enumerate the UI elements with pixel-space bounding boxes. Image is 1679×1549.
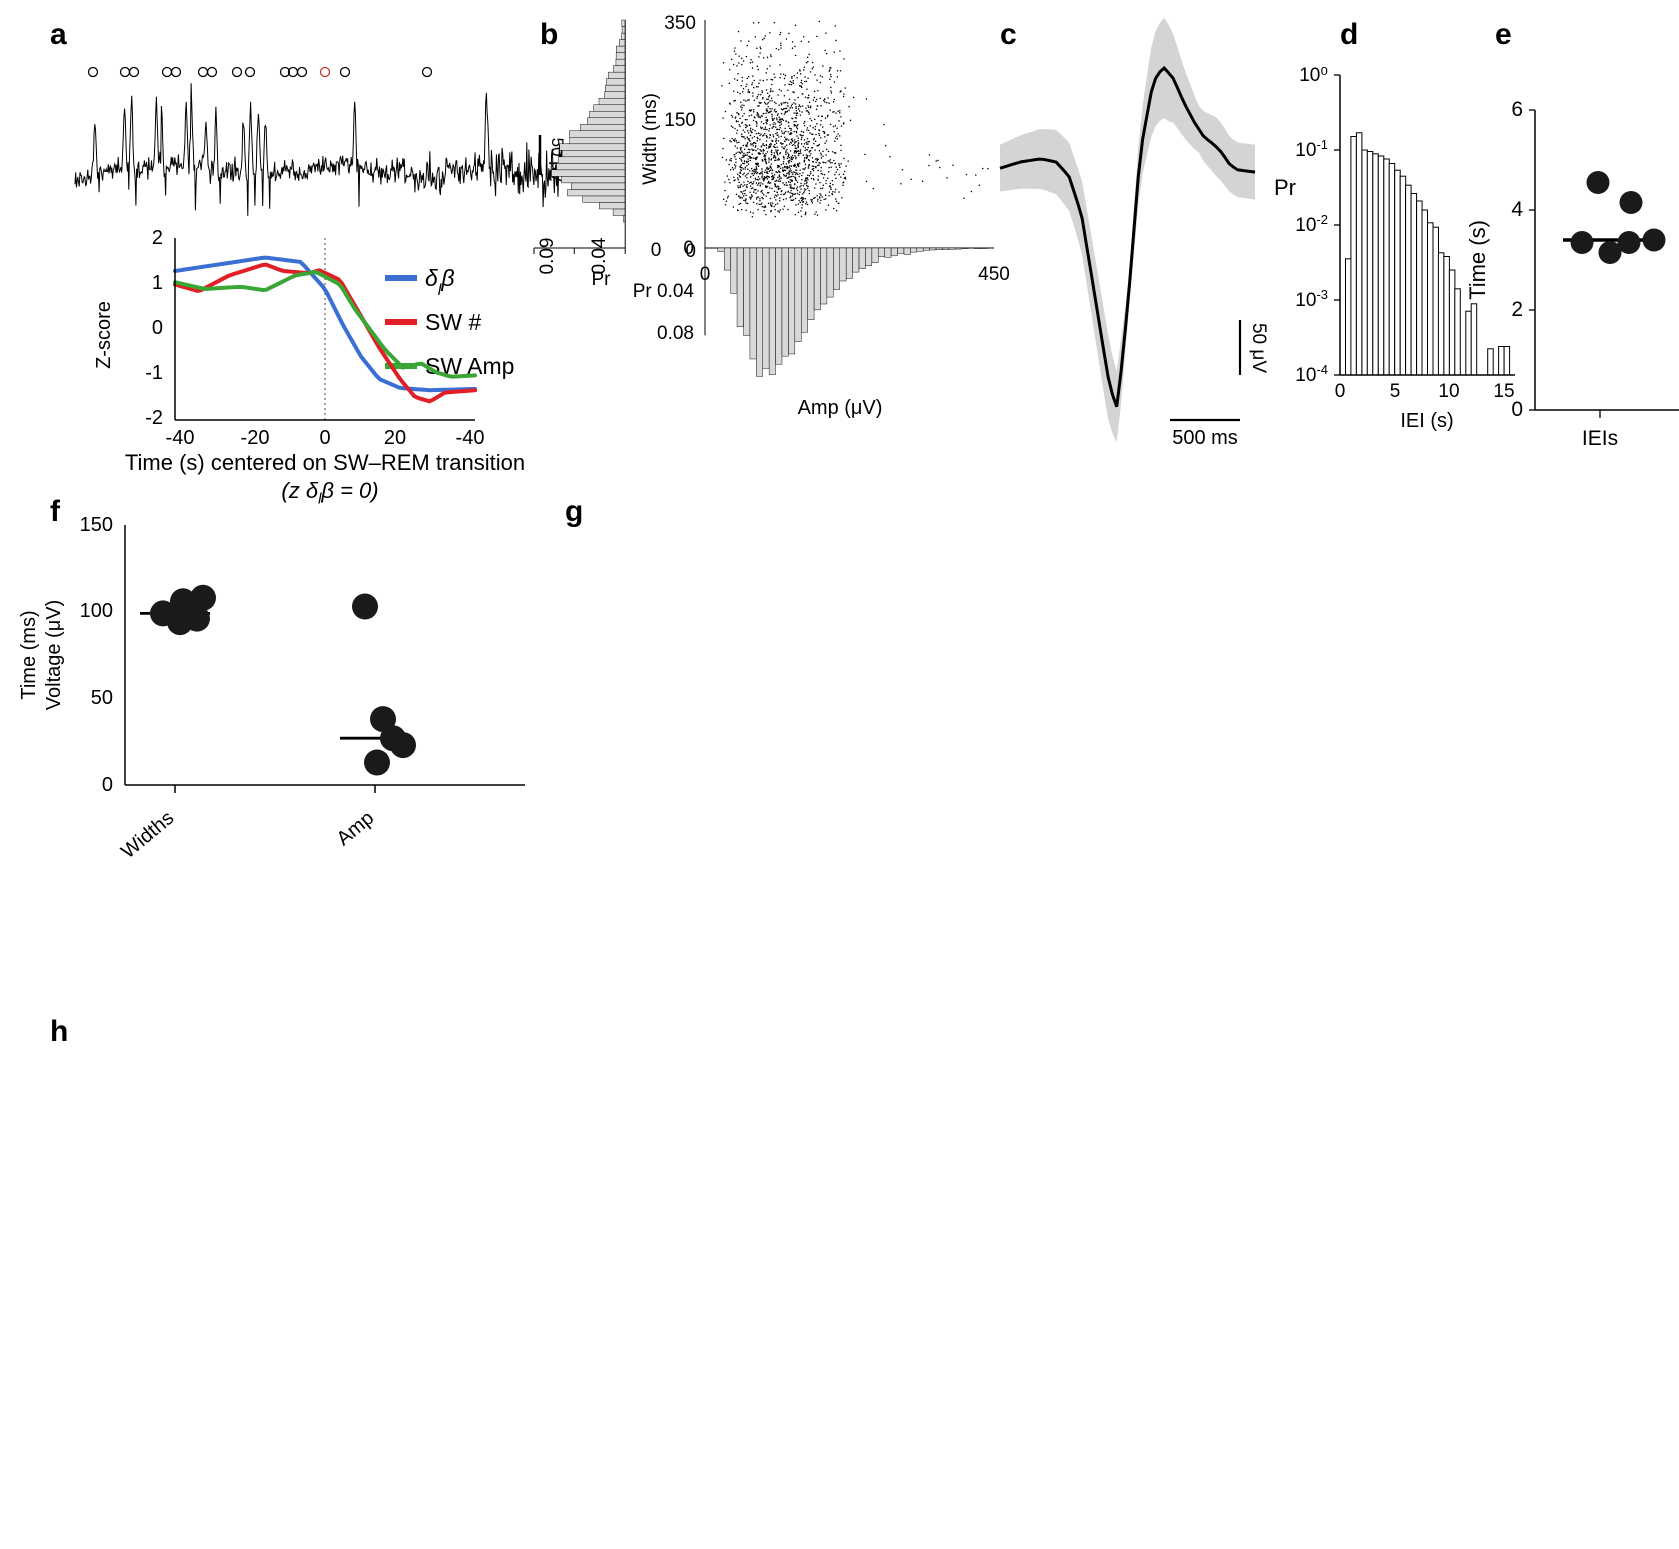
svg-text:IEI (s): IEI (s) [1400, 410, 1453, 432]
svg-text:Amp (μV): Amp (μV) [798, 397, 883, 419]
svg-text:5: 5 [1390, 381, 1401, 402]
svg-text:4: 4 [1511, 198, 1523, 221]
svg-text:Z-score: Z-score [93, 301, 115, 369]
svg-text:0: 0 [651, 240, 662, 261]
svg-text:150: 150 [664, 110, 696, 131]
svg-text:1: 1 [152, 272, 163, 294]
svg-text:Time (s): Time (s) [1465, 220, 1490, 300]
svg-text:Pr 0.04: Pr 0.04 [633, 281, 695, 302]
svg-text:6: 6 [1511, 98, 1523, 121]
svg-text:0: 0 [1335, 381, 1346, 402]
svg-text:-40: -40 [166, 427, 195, 449]
svg-text:Widths: Widths [117, 807, 178, 863]
svg-text:0: 0 [683, 238, 694, 259]
svg-text:Amp: Amp [333, 807, 379, 850]
svg-text:Voltage (μV): Voltage (μV) [43, 600, 65, 710]
svg-text:-20: -20 [241, 427, 270, 449]
svg-text:IEIs: IEIs [1582, 427, 1618, 450]
svg-text:δlβ: δlβ [425, 265, 454, 299]
svg-text:0: 0 [102, 774, 113, 796]
svg-text:50: 50 [91, 687, 113, 709]
svg-text:Pr: Pr [592, 269, 612, 290]
svg-text:0.08: 0.08 [657, 323, 694, 344]
svg-text:100: 100 [80, 600, 113, 622]
svg-text:0: 0 [152, 317, 163, 339]
svg-text:2: 2 [1511, 298, 1523, 321]
svg-text:150: 150 [80, 514, 113, 536]
svg-text:-2: -2 [145, 407, 163, 429]
svg-text:0: 0 [319, 427, 330, 449]
svg-text:Width (ms): Width (ms) [640, 93, 661, 185]
svg-text:-40: -40 [456, 427, 485, 449]
svg-text:500 ms: 500 ms [1172, 427, 1238, 449]
svg-text:0: 0 [1511, 398, 1523, 421]
svg-text:2: 2 [152, 227, 163, 249]
svg-text:0.09: 0.09 [537, 238, 558, 275]
svg-text:10: 10 [1438, 381, 1459, 402]
svg-text:50 μV: 50 μV [1248, 323, 1269, 373]
svg-text:Time (s) centered on SW–REM tr: Time (s) centered on SW–REM transition [125, 450, 525, 475]
svg-text:-1: -1 [145, 362, 163, 384]
svg-text:20: 20 [384, 427, 406, 449]
svg-text:Time (ms): Time (ms) [18, 610, 40, 699]
svg-text:SW #: SW # [425, 309, 481, 335]
svg-text:350: 350 [664, 13, 696, 34]
